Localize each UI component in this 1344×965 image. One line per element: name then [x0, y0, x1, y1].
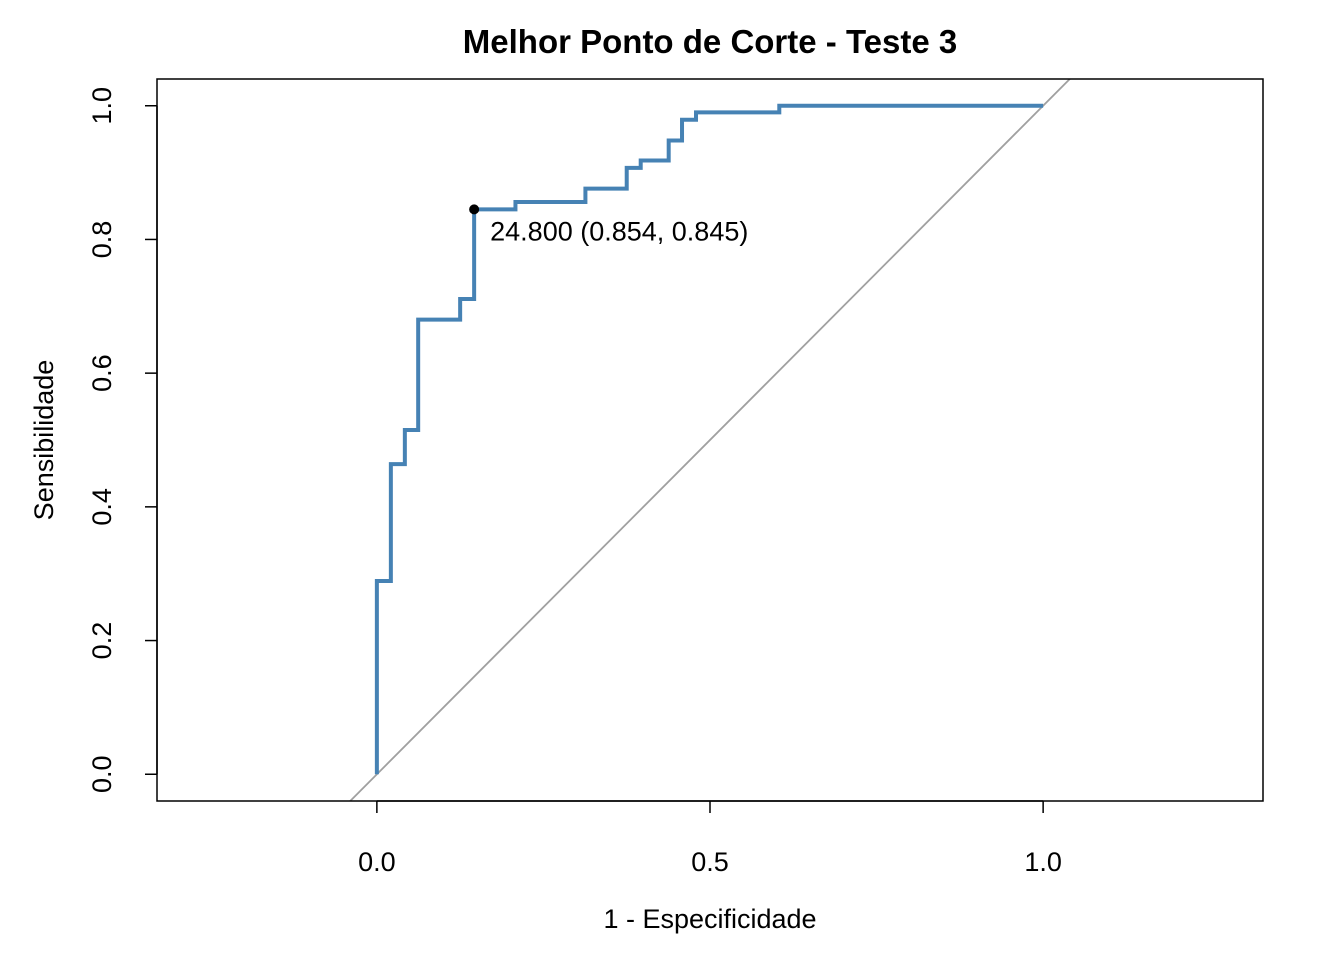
y-axis: 0.0 0.2 0.4 0.6 0.8 1.0 [87, 87, 158, 793]
y-tick-label: 0.6 [87, 354, 117, 392]
x-tick-label: 0.0 [358, 847, 396, 877]
y-axis-label: Sensibilidade [29, 360, 59, 521]
reference-diagonal-line [348, 79, 1072, 801]
series-layer [374, 103, 1044, 775]
roc-curve-line [374, 103, 1044, 775]
y-tick-label: 0.8 [87, 221, 117, 259]
best-point-layer: 24.800 (0.854, 0.845) [469, 204, 748, 246]
best-cutoff-label: 24.800 (0.854, 0.845) [490, 216, 748, 246]
y-tick-label: 0.4 [87, 488, 117, 526]
y-tick-label: 1.0 [87, 87, 117, 125]
y-tick-label: 0.2 [87, 622, 117, 660]
best-cutoff-point [469, 204, 480, 215]
x-tick-label: 1.0 [1024, 847, 1062, 877]
x-tick-label: 0.5 [691, 847, 729, 877]
x-axis: 0.0 0.5 1.0 [358, 800, 1062, 877]
reference-line-layer [348, 79, 1072, 801]
x-axis-label: 1 - Especificidade [603, 904, 816, 934]
y-tick-label: 0.0 [87, 755, 117, 793]
chart-title: Melhor Ponto de Corte - Teste 3 [463, 23, 957, 60]
